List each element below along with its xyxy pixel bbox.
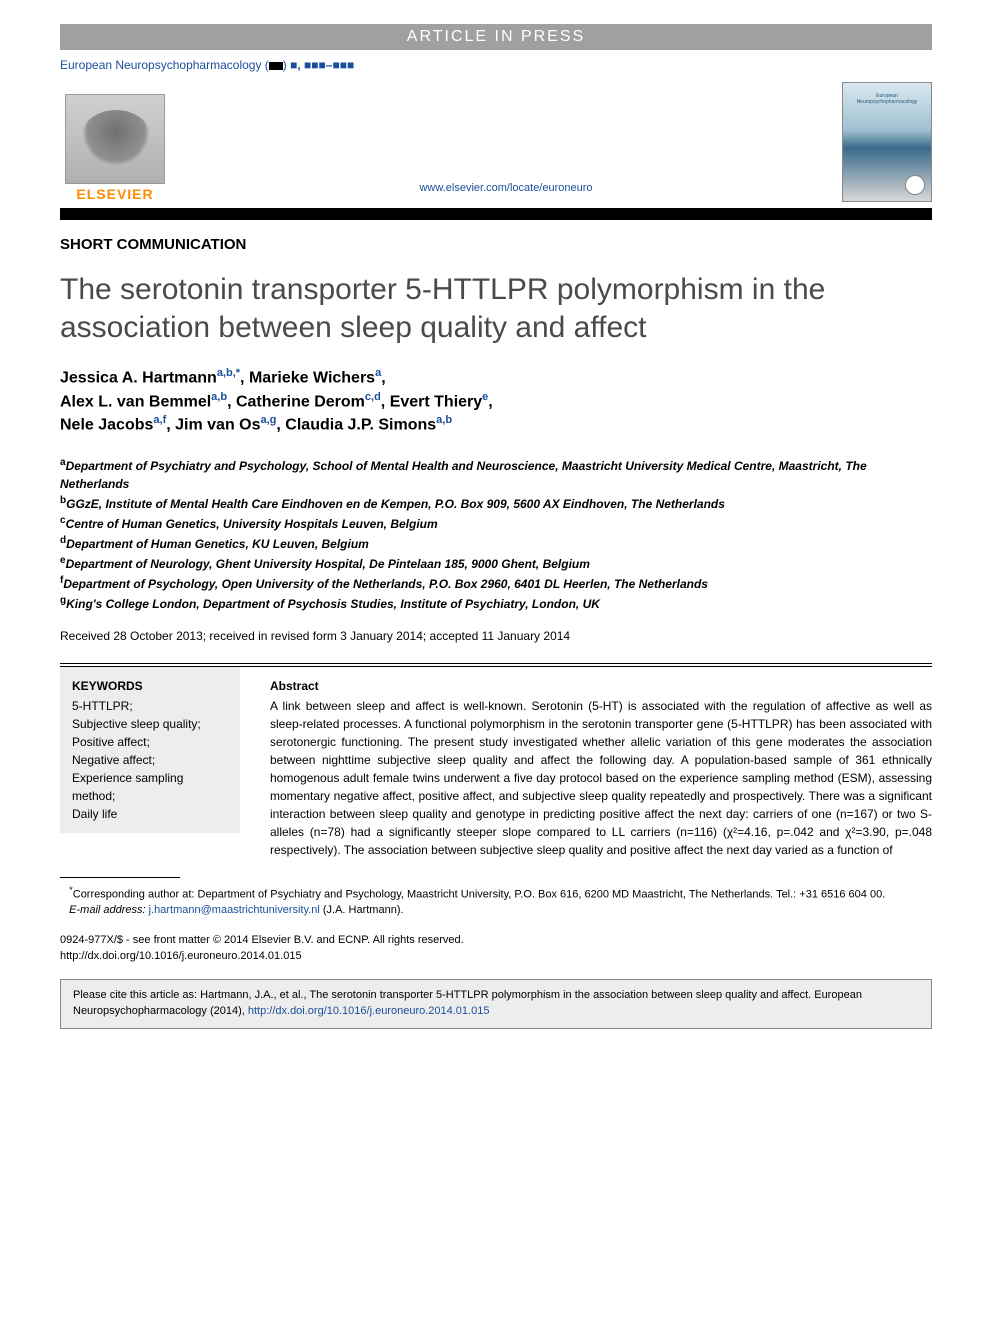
- email-author-paren: (J.A. Hartmann).: [323, 904, 404, 916]
- corresponding-footnote: *Corresponding author at: Department of …: [60, 884, 932, 904]
- article-title: The serotonin transporter 5-HTTLPR polym…: [60, 271, 932, 346]
- redaction-box-icon: [269, 62, 283, 70]
- keyword-item: 5-HTTLPR;: [72, 697, 228, 715]
- keyword-item: Daily life: [72, 805, 228, 823]
- copyright-block: 0924-977X/$ - see front matter © 2014 El…: [60, 933, 932, 965]
- affiliation-item: fDepartment of Psychology, Open Universi…: [60, 573, 932, 593]
- email-label: E-mail address:: [69, 904, 145, 916]
- affiliation-item: eDepartment of Neurology, Ghent Universi…: [60, 553, 932, 573]
- corresponding-star-icon: *: [236, 367, 240, 379]
- keywords-abstract-row: KEYWORDS 5-HTTLPR; Subjective sleep qual…: [60, 666, 932, 859]
- affiliation-text: Department of Psychiatry and Psychology,…: [60, 459, 867, 491]
- article-type-label: SHORT COMMUNICATION: [60, 236, 932, 253]
- author-affil-sup: e: [482, 391, 488, 403]
- author-name: Nele Jacobs: [60, 416, 153, 433]
- author-name: Evert Thiery: [390, 393, 482, 410]
- affiliation-text: King's College London, Department of Psy…: [66, 597, 600, 611]
- abstract-text: A link between sleep and affect is well-…: [270, 697, 932, 859]
- cover-title-text: European Neuropsychopharmacology: [847, 93, 927, 105]
- journal-line-prefix: European Neuropsychopharmacology (: [60, 58, 269, 72]
- affiliation-item: aDepartment of Psychiatry and Psychology…: [60, 455, 932, 493]
- article-in-press-banner: ARTICLE IN PRESS: [60, 24, 932, 50]
- elsevier-tree-icon: [65, 94, 165, 184]
- article-dates: Received 28 October 2013; received in re…: [60, 629, 932, 643]
- publisher-logo[interactable]: ELSEVIER: [60, 82, 170, 202]
- redaction-bold-icon: ■, ■■■–■■■: [290, 58, 354, 72]
- author-affil-sup: a,g: [261, 414, 277, 426]
- affiliation-text: Department of Neurology, Ghent Universit…: [66, 557, 590, 571]
- citation-doi-link[interactable]: http://dx.doi.org/10.1016/j.euroneuro.20…: [248, 1005, 490, 1017]
- author-affil-sup: c,d: [365, 391, 381, 403]
- affiliations-list: aDepartment of Psychiatry and Psychology…: [60, 455, 932, 613]
- abstract-heading: Abstract: [270, 677, 932, 695]
- header-row: ELSEVIER www.elsevier.com/locate/euroneu…: [60, 82, 932, 202]
- author-affil-sup: a,f: [153, 414, 166, 426]
- email-link[interactable]: j.hartmann@maastrichtuniversity.nl: [149, 904, 320, 916]
- header-divider-bar: [60, 208, 932, 220]
- affiliation-text: GGzE, Institute of Mental Health Care Ei…: [66, 497, 725, 511]
- affiliation-text: Department of Human Genetics, KU Leuven,…: [66, 537, 369, 551]
- keyword-item: Experience sampling method;: [72, 769, 228, 805]
- keyword-item: Negative affect;: [72, 751, 228, 769]
- keyword-item: Positive affect;: [72, 733, 228, 751]
- affiliation-item: cCentre of Human Genetics, University Ho…: [60, 513, 932, 533]
- author-affil-sup: a: [375, 367, 381, 379]
- author-affil-sup: a,b: [436, 414, 452, 426]
- author-affil-sup: a,b,: [217, 367, 236, 379]
- footnote-text: Corresponding author at: Department of P…: [73, 888, 886, 900]
- keyword-item: Subjective sleep quality;: [72, 715, 228, 733]
- author-name: Claudia J.P. Simons: [285, 416, 436, 433]
- authors-list: Jessica A. Hartmanna,b,*, Marieke Wicher…: [60, 366, 932, 437]
- abstract-column: Abstract A link between sleep and affect…: [270, 677, 932, 859]
- footnote-separator: [60, 877, 180, 878]
- journal-cover-thumbnail[interactable]: European Neuropsychopharmacology: [842, 82, 932, 202]
- copyright-line: 0924-977X/$ - see front matter © 2014 El…: [60, 933, 932, 949]
- journal-reference-line: European Neuropsychopharmacology () ■, ■…: [60, 58, 932, 72]
- author-name: Jim van Os: [175, 416, 260, 433]
- author-name: Alex L. van Bemmel: [60, 393, 211, 410]
- keywords-box: KEYWORDS 5-HTTLPR; Subjective sleep qual…: [60, 667, 240, 833]
- publisher-name: ELSEVIER: [76, 186, 153, 202]
- affiliation-text: Centre of Human Genetics, University Hos…: [66, 517, 438, 531]
- author-name: Jessica A. Hartmann: [60, 369, 217, 386]
- journal-url-link[interactable]: www.elsevier.com/locate/euroneuro: [170, 182, 842, 202]
- author-name: Marieke Wichers: [249, 369, 375, 386]
- affiliation-item: bGGzE, Institute of Mental Health Care E…: [60, 493, 932, 513]
- keywords-heading: KEYWORDS: [72, 677, 228, 695]
- author-name: Catherine Derom: [236, 393, 365, 410]
- affiliation-item: gKing's College London, Department of Ps…: [60, 593, 932, 613]
- page: ARTICLE IN PRESS European Neuropsychopha…: [0, 0, 992, 1049]
- email-footnote: E-mail address: j.hartmann@maastrichtuni…: [60, 903, 932, 919]
- divider-line: [60, 663, 932, 664]
- author-affil-sup: a,b: [211, 391, 227, 403]
- affiliation-text: Department of Psychology, Open Universit…: [63, 577, 708, 591]
- doi-line: http://dx.doi.org/10.1016/j.euroneuro.20…: [60, 949, 932, 965]
- citation-box: Please cite this article as: Hartmann, J…: [60, 979, 932, 1029]
- affiliation-item: dDepartment of Human Genetics, KU Leuven…: [60, 533, 932, 553]
